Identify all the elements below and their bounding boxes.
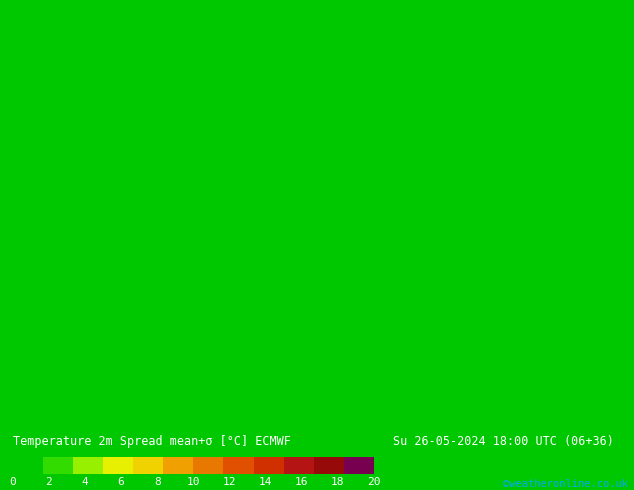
- Text: 10: 10: [186, 477, 200, 487]
- Bar: [254, 457, 283, 474]
- Bar: [223, 457, 254, 474]
- Text: 0: 0: [10, 477, 16, 487]
- Bar: [13, 457, 42, 474]
- Text: Temperature 2m Spread mean+σ [°C] ECMWF: Temperature 2m Spread mean+σ [°C] ECMWF: [13, 435, 290, 448]
- Bar: [344, 457, 374, 474]
- Text: 18: 18: [331, 477, 345, 487]
- Text: 20: 20: [367, 477, 381, 487]
- Text: 2: 2: [46, 477, 52, 487]
- Bar: [133, 457, 163, 474]
- Text: 6: 6: [118, 477, 124, 487]
- Text: 4: 4: [82, 477, 88, 487]
- Bar: [42, 457, 73, 474]
- Bar: [314, 457, 344, 474]
- Bar: [193, 457, 223, 474]
- Bar: [283, 457, 314, 474]
- Text: 16: 16: [295, 477, 309, 487]
- Text: Su 26-05-2024 18:00 UTC (06+36): Su 26-05-2024 18:00 UTC (06+36): [393, 435, 614, 448]
- Bar: [103, 457, 133, 474]
- Text: 12: 12: [223, 477, 236, 487]
- Text: 14: 14: [259, 477, 273, 487]
- Text: 8: 8: [154, 477, 160, 487]
- Text: ©weatheronline.co.uk: ©weatheronline.co.uk: [503, 479, 628, 489]
- Bar: [163, 457, 193, 474]
- Bar: [73, 457, 103, 474]
